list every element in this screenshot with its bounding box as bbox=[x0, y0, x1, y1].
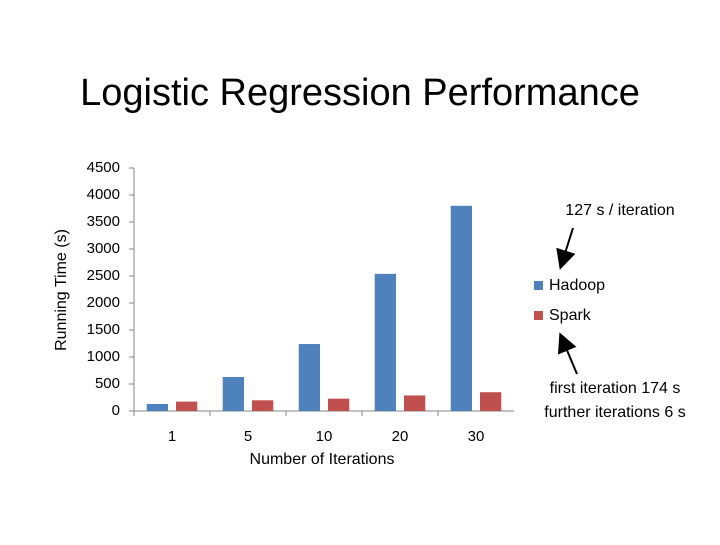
y-tick-label: 1000 bbox=[87, 348, 120, 365]
y-tick-label: 2500 bbox=[87, 267, 120, 284]
bar bbox=[404, 395, 426, 411]
y-tick-label: 1500 bbox=[87, 321, 120, 338]
bar bbox=[374, 273, 396, 411]
y-tick-label: 0 bbox=[112, 402, 120, 419]
legend-label: Hadoop bbox=[549, 277, 605, 294]
y-tick-label: 2000 bbox=[87, 294, 120, 311]
x-tick-label: 10 bbox=[316, 428, 333, 445]
x-tick-label: 5 bbox=[244, 428, 252, 445]
annotation: first iteration 174 s bbox=[550, 380, 681, 397]
bar bbox=[298, 344, 320, 411]
annotation: further iterations 6 s bbox=[544, 404, 685, 421]
y-axis-title: Running Time (s) bbox=[53, 229, 70, 351]
bar bbox=[252, 400, 274, 411]
y-tick-label: 4500 bbox=[87, 159, 120, 176]
legend-label: Spark bbox=[549, 307, 592, 324]
x-tick-label: 30 bbox=[468, 428, 485, 445]
x-tick-label: 1 bbox=[168, 428, 176, 445]
annotation: 127 s / iteration bbox=[565, 202, 674, 219]
y-tick-label: 3000 bbox=[87, 240, 120, 257]
chart-title: Logistic Regression Performance bbox=[80, 72, 640, 114]
legend-swatch bbox=[534, 281, 543, 290]
bar bbox=[480, 392, 502, 411]
bar bbox=[450, 205, 472, 411]
legend-swatch bbox=[534, 311, 543, 320]
arrow bbox=[556, 227, 576, 270]
y-tick-label: 500 bbox=[95, 375, 120, 392]
arrow bbox=[557, 332, 578, 375]
y-tick-label: 4000 bbox=[87, 186, 120, 203]
x-tick-label: 20 bbox=[392, 428, 409, 445]
bar bbox=[146, 403, 168, 411]
y-tick-label: 3500 bbox=[87, 213, 120, 230]
bar bbox=[176, 401, 198, 411]
bar bbox=[222, 376, 244, 411]
x-axis-title: Number of Iterations bbox=[250, 451, 395, 468]
bar bbox=[328, 398, 350, 411]
